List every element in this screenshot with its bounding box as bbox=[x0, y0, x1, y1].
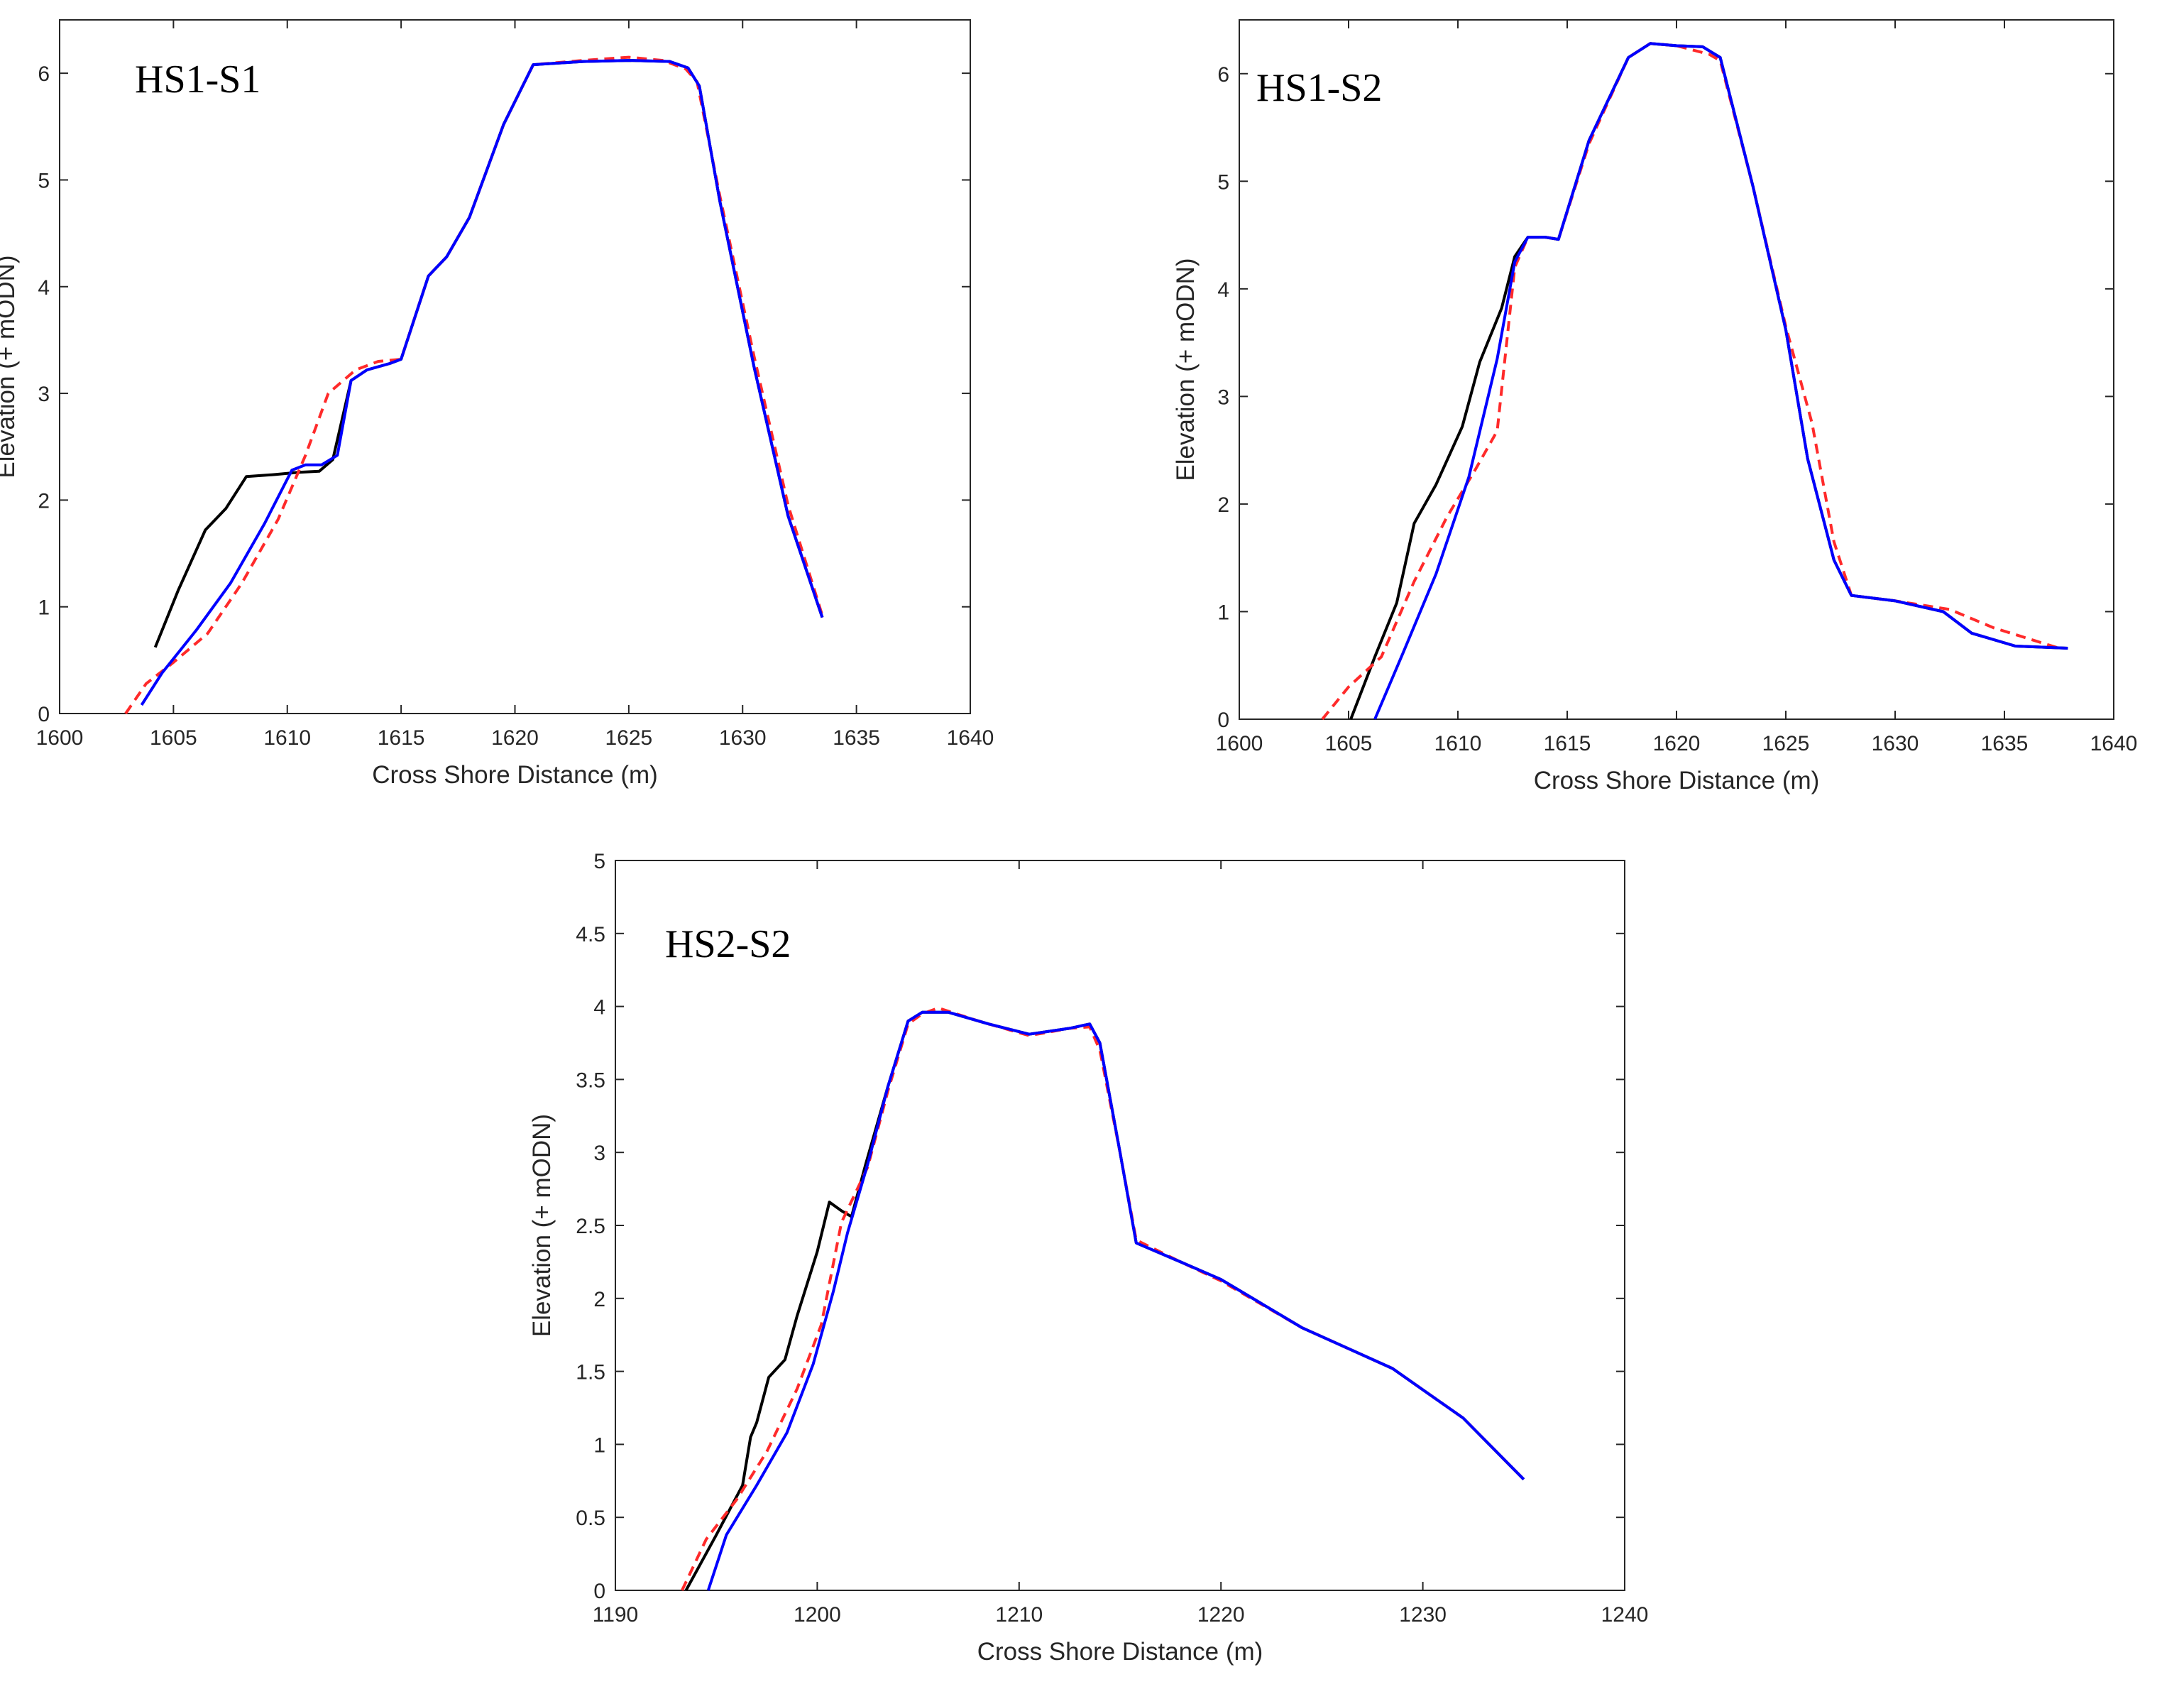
x-axis-label: Cross Shore Distance (m) bbox=[372, 761, 658, 789]
x-tick-label: 1635 bbox=[1981, 732, 2029, 755]
x-tick-label: 1605 bbox=[150, 726, 197, 750]
x-tick-label: 1620 bbox=[491, 726, 539, 750]
series-line-blue-profile bbox=[1373, 42, 2068, 720]
x-tick-label: 1210 bbox=[995, 1603, 1043, 1627]
series-line-black-profile bbox=[1349, 42, 2068, 720]
x-tick-label: 1630 bbox=[1872, 732, 1919, 755]
panel-title: HS2-S2 bbox=[665, 922, 791, 966]
x-tick-label: 1625 bbox=[1762, 732, 1810, 755]
series-line-red-dashed-profile bbox=[681, 1006, 1525, 1591]
x-tick-label: 1640 bbox=[947, 726, 994, 750]
x-tick-label: 1600 bbox=[36, 726, 84, 750]
y-tick-label: 1 bbox=[38, 596, 50, 620]
x-tick-label: 1610 bbox=[263, 726, 311, 750]
series-line-blue-profile bbox=[140, 59, 824, 706]
y-tick-label: 0 bbox=[38, 703, 50, 726]
y-tick-label: 4.5 bbox=[576, 923, 605, 946]
x-tick-label: 1620 bbox=[1653, 732, 1701, 755]
y-tick-label: 2 bbox=[1217, 493, 1229, 517]
y-tick-label: 0 bbox=[1217, 709, 1229, 732]
x-tick-label: 1190 bbox=[593, 1603, 639, 1627]
x-tick-label: 1230 bbox=[1399, 1603, 1447, 1627]
series-line-blue-profile bbox=[706, 1010, 1525, 1591]
series-line-black-profile bbox=[684, 1010, 1525, 1591]
x-axis-label: Cross Shore Distance (m) bbox=[977, 1638, 1263, 1666]
x-axis-label: Cross Shore Distance (m) bbox=[1534, 767, 1820, 794]
x-tick-label: 1610 bbox=[1434, 732, 1482, 755]
y-tick-label: 2 bbox=[593, 1288, 605, 1311]
y-tick-label: 1.5 bbox=[576, 1361, 605, 1384]
x-tick-label: 1630 bbox=[719, 726, 767, 750]
series-line-red-dashed-profile bbox=[1321, 42, 2060, 721]
x-tick-label: 1220 bbox=[1197, 1603, 1245, 1627]
y-tick-label: 3 bbox=[593, 1142, 605, 1165]
y-tick-label: 2 bbox=[38, 489, 50, 513]
y-axis-label: Elevation (+ mODN) bbox=[1172, 258, 1200, 481]
x-tick-label: 1625 bbox=[605, 726, 653, 750]
y-tick-label: 0 bbox=[593, 1580, 605, 1603]
y-tick-label: 2.5 bbox=[576, 1215, 605, 1238]
x-tick-label: 1635 bbox=[833, 726, 880, 750]
x-tick-label: 1615 bbox=[1544, 732, 1591, 755]
plot-frame bbox=[59, 19, 971, 714]
y-tick-label: 0.5 bbox=[576, 1507, 605, 1530]
plot-frame bbox=[1239, 19, 2114, 720]
chart-panel-hs1-s1: 1600 1605 1610 1615 1620 1625 1630 1635 1640 0 1 2 3… bbox=[0, 19, 994, 789]
y-tick-label: 6 bbox=[38, 62, 50, 86]
y-tick-label: 3 bbox=[38, 383, 50, 406]
y-tick-label: 5 bbox=[593, 850, 605, 873]
y-tick-label: 4 bbox=[38, 276, 50, 300]
y-axis-label: Elevation (+ mODN) bbox=[528, 1114, 556, 1337]
y-tick-label: 4 bbox=[1217, 278, 1229, 302]
panel-title: HS1-S1 bbox=[135, 58, 260, 102]
plot-frame bbox=[615, 860, 1625, 1591]
y-tick-label: 5 bbox=[38, 169, 50, 192]
y-tick-label: 1 bbox=[593, 1433, 605, 1457]
y-tick-label: 6 bbox=[1217, 63, 1229, 87]
series-line-red-dashed-profile bbox=[124, 55, 824, 715]
chart-panel-hs1-s2: 1600 1605 1610 1615 1620 1625 1630 1635 1640 0 1 2 3… bbox=[1172, 19, 2138, 794]
x-tick-label: 1600 bbox=[1216, 732, 1263, 755]
y-tick-label: 3 bbox=[1217, 386, 1229, 409]
x-tick-label: 1615 bbox=[378, 726, 425, 750]
y-tick-label: 4 bbox=[593, 996, 605, 1020]
y-tick-label: 3.5 bbox=[576, 1069, 605, 1092]
chart-panel-hs2-s2: 1190 1200 1210 1220 1230 1240 0 0.5 1 1.5 2 2.5 3 3.5… bbox=[528, 850, 1648, 1666]
x-tick-label: 1640 bbox=[2090, 732, 2138, 755]
panel-title: HS1-S2 bbox=[1256, 66, 1382, 110]
x-tick-label: 1605 bbox=[1325, 732, 1373, 755]
y-axis-label: Elevation (+ mODN) bbox=[0, 255, 20, 478]
x-tick-label: 1200 bbox=[794, 1603, 841, 1627]
x-tick-label: 1240 bbox=[1601, 1603, 1649, 1627]
y-tick-label: 1 bbox=[1217, 601, 1229, 624]
y-tick-label: 5 bbox=[1217, 170, 1229, 194]
